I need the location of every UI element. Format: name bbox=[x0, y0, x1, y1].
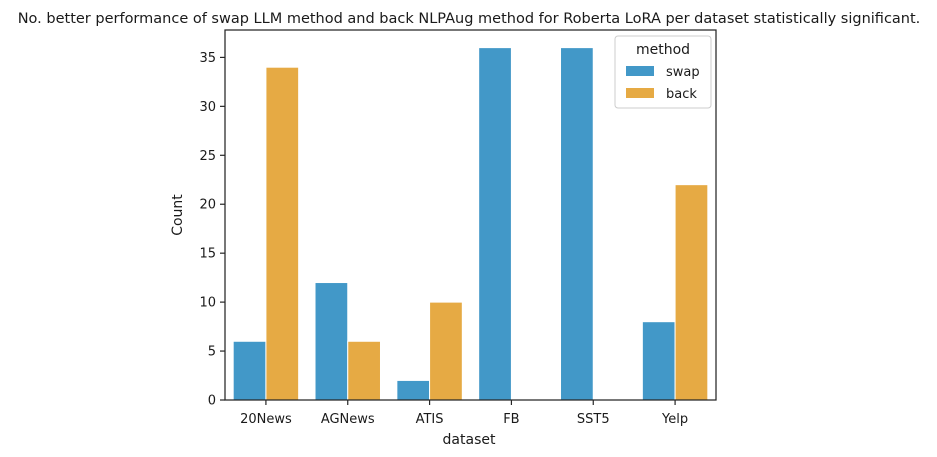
y-axis-label: Count bbox=[170, 194, 186, 236]
y-tick-label: 0 bbox=[208, 394, 216, 409]
legend-label-swap: swap bbox=[666, 65, 700, 80]
x-tick-label: AGNews bbox=[321, 412, 375, 427]
x-tick-label: SST5 bbox=[577, 412, 610, 427]
y-tick-label: 10 bbox=[199, 296, 216, 311]
y-tick-label: 25 bbox=[199, 149, 216, 164]
bar-back-AGNews bbox=[347, 340, 381, 401]
bar-back-ATIS bbox=[429, 301, 463, 401]
bar-swap-20News bbox=[232, 340, 267, 401]
y-tick-label: 15 bbox=[199, 247, 216, 262]
x-tick-label: ATIS bbox=[416, 412, 444, 427]
legend-swatch-swap bbox=[626, 66, 654, 76]
chart-title: No. better performance of swap LLM metho… bbox=[18, 11, 921, 27]
x-tick-label: Yelp bbox=[661, 412, 688, 427]
y-tick-label: 30 bbox=[199, 100, 216, 115]
legend: method swap back bbox=[614, 35, 712, 109]
y-tick-label: 20 bbox=[199, 198, 216, 213]
plot-area: 0 5 10 15 20 25 30 35 20News AGNews ATIS FB SST5 Yelp bbox=[199, 29, 717, 427]
y-tick-label: 5 bbox=[208, 345, 216, 360]
bar-swap-SST5 bbox=[560, 47, 594, 401]
legend-label-back: back bbox=[666, 87, 697, 102]
x-tick-label: 20News bbox=[240, 412, 292, 427]
axes-frame bbox=[224, 29, 717, 401]
bar-swap-AGNews bbox=[314, 282, 349, 401]
y-tick-label: 35 bbox=[199, 51, 216, 66]
legend-swatch-back bbox=[626, 88, 654, 98]
bar-swap-Yelp bbox=[641, 321, 676, 401]
x-tick-label: FB bbox=[503, 412, 519, 427]
bar-back-Yelp bbox=[674, 184, 709, 401]
x-axis-label: dataset bbox=[443, 432, 496, 448]
bar-swap-FB bbox=[478, 47, 512, 401]
bar-swap-ATIS bbox=[396, 379, 431, 401]
legend-title: method bbox=[636, 42, 690, 58]
bar-back-20News bbox=[265, 66, 300, 401]
